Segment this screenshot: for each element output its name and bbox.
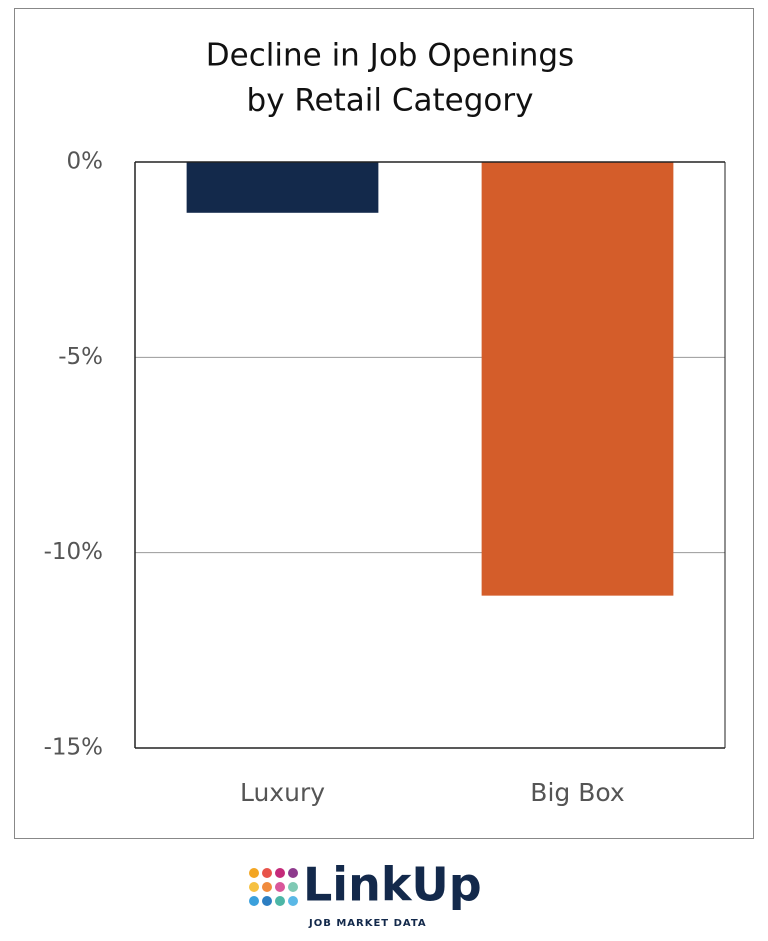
logo-dot <box>262 896 272 906</box>
logo-tagline: JOB MARKET DATA <box>308 918 427 929</box>
logo-dot <box>249 896 259 906</box>
bar <box>186 162 379 213</box>
y-tick-label: 0% <box>67 149 104 175</box>
logo-dot <box>288 896 298 906</box>
logo-dot <box>249 868 259 878</box>
logo-name: LinkUp <box>303 858 482 912</box>
y-tick-label: -5% <box>58 344 103 370</box>
y-tick-label: -10% <box>44 539 103 565</box>
bar <box>481 162 674 596</box>
logo-dot <box>262 882 272 892</box>
logo-dot <box>275 896 285 906</box>
logo-dot <box>262 868 272 878</box>
plot: 0% -5% -10% -15% Luxury Big Box <box>44 149 726 807</box>
logo-dot <box>288 868 298 878</box>
logo-dot <box>275 868 285 878</box>
x-tick-label: Big Box <box>530 778 624 807</box>
chart-title: Decline in Job Openings <box>206 38 574 74</box>
logo: LinkUp JOB MARKET DATA <box>249 858 482 929</box>
y-tick-label: -15% <box>44 735 103 761</box>
logo-dot <box>249 882 259 892</box>
chart-title: by Retail Category <box>247 83 534 119</box>
logo-dot <box>275 882 285 892</box>
logo-dot <box>288 882 298 892</box>
x-tick-label: Luxury <box>240 778 325 807</box>
